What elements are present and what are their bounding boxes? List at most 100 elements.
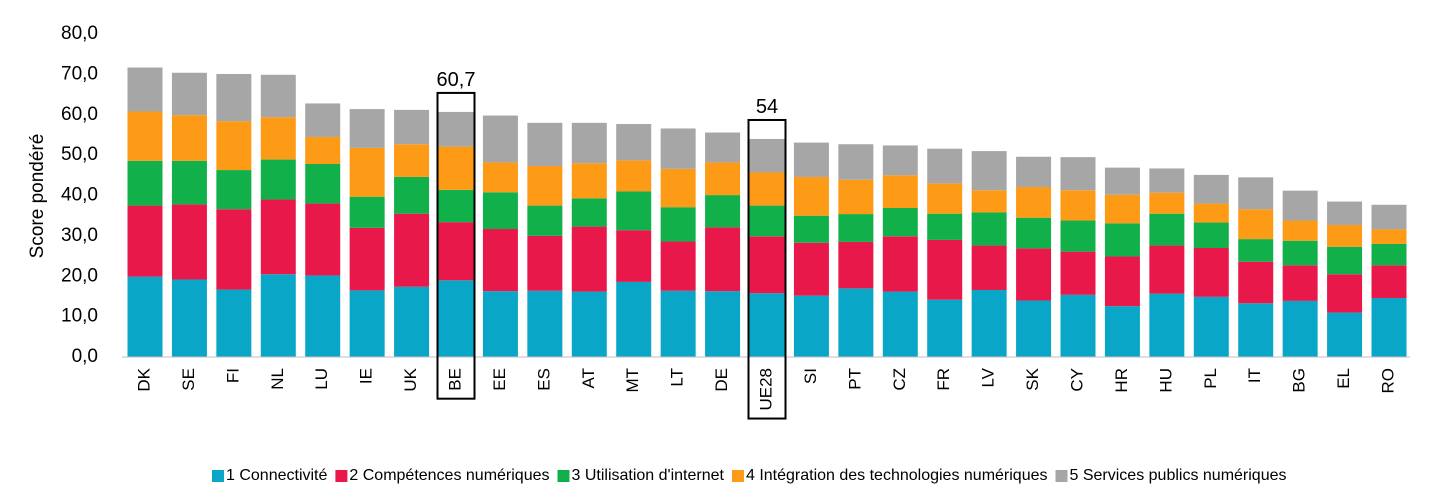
bar-segment (1238, 239, 1274, 262)
x-tick-label: RO (1378, 368, 1397, 394)
legend-swatch (212, 470, 224, 482)
x-tick-label: FI (223, 368, 242, 383)
bar-segment (971, 245, 1007, 290)
bar-segment (305, 136, 341, 165)
bar-segment (927, 183, 963, 214)
x-tick-label: IT (1245, 368, 1264, 383)
bar-segment (1371, 204, 1407, 230)
bar-segment (660, 168, 696, 208)
bar-segment (882, 175, 918, 209)
bar-segment (1060, 157, 1096, 191)
bar-segment (571, 163, 607, 199)
bar-segment (305, 203, 341, 276)
bar-segment (171, 279, 207, 357)
y-tick-label: 80,0 (61, 23, 98, 44)
x-tick-label: SK (1023, 367, 1042, 390)
x-tick-label: CZ (890, 368, 909, 391)
bar-segment (927, 239, 963, 300)
x-tick-label: NL (268, 368, 287, 390)
bar-segment (660, 290, 696, 357)
bar-segment (349, 196, 385, 228)
bar-segment (171, 115, 207, 161)
bar-segment (793, 215, 829, 243)
bar-segment (1149, 293, 1185, 357)
bar-segment (127, 205, 163, 277)
legend-swatch (557, 470, 570, 482)
x-tick-label: HU (1156, 368, 1175, 393)
bar-segment (749, 293, 785, 357)
bar-segment (1327, 201, 1363, 225)
bar-segment (482, 291, 518, 357)
legend-label: 3 Utilisation d'internet (572, 467, 725, 484)
bar-segment (438, 280, 474, 357)
bar-segment (260, 117, 296, 160)
bar-segment (438, 189, 474, 223)
x-tick-label: ES (534, 368, 553, 391)
bar-segment (1104, 194, 1140, 224)
bar-segment (127, 276, 163, 357)
bar-segment (349, 290, 385, 357)
bar-segment (616, 230, 652, 282)
x-tick-label: UE28 (756, 368, 775, 411)
bar-segment (1238, 303, 1274, 357)
bar-segment (793, 295, 829, 357)
bar-segment (1327, 246, 1363, 275)
bar-segment (838, 288, 874, 357)
bar-segment (216, 73, 252, 122)
bar-segment (527, 290, 563, 357)
y-tick-label: 30,0 (61, 225, 98, 246)
bar-segment (216, 289, 252, 357)
bar-segment (216, 209, 252, 290)
x-tick-label: PL (1201, 368, 1220, 389)
annotation: 54 (756, 96, 778, 118)
legend-label: 2 Compétences numériques (349, 467, 549, 484)
legend-swatch (731, 470, 744, 482)
bar-segment (971, 289, 1007, 357)
annotation: 60,7 (437, 69, 476, 91)
bar-segment (394, 109, 430, 145)
x-tick-label: UK (401, 367, 420, 391)
bar-segment (927, 148, 963, 184)
bar-segment (616, 191, 652, 231)
x-tick-label: BE (445, 368, 464, 391)
bar-segment (749, 205, 785, 237)
x-tick-label: SE (179, 368, 198, 391)
bar-segment (527, 122, 563, 167)
bar-segment (1282, 190, 1318, 221)
legend-label: 1 Connectivité (226, 467, 327, 484)
bar-segment (1282, 220, 1318, 241)
bar-segment (1371, 265, 1407, 299)
bar-segment (1238, 209, 1274, 240)
legend-swatch (335, 470, 348, 482)
bar-segment (482, 162, 518, 193)
bar-segment (1371, 229, 1407, 244)
bar-segment (571, 226, 607, 292)
bar-segment (527, 235, 563, 291)
bar-segment (305, 103, 341, 137)
bar-segment (1060, 294, 1096, 357)
y-tick-label: 50,0 (61, 144, 98, 165)
bar-segment (1016, 156, 1052, 188)
bar-segment (349, 227, 385, 291)
x-tick-label: DE (712, 368, 731, 392)
bar-segment (1371, 243, 1407, 266)
bar-segment (527, 166, 563, 206)
bar-segment (1193, 222, 1229, 248)
bar-segment (171, 204, 207, 280)
y-axis-label: Score pondéré (27, 134, 48, 259)
highlight-box (747, 118, 787, 420)
bar-segment (1104, 167, 1140, 195)
bar-segment (216, 170, 252, 210)
x-tick-label: DK (134, 367, 153, 391)
bar-segment (1060, 220, 1096, 252)
bar-segment (305, 275, 341, 357)
bar-segment (1238, 177, 1274, 210)
bar-segment (438, 146, 474, 190)
bar-segment (749, 138, 785, 173)
x-tick-label: PT (845, 368, 864, 390)
bar-segment (482, 229, 518, 292)
bar-segment (1238, 261, 1274, 304)
bar-segment (1149, 192, 1185, 214)
bar-segment (838, 214, 874, 242)
bar-segment (1193, 296, 1229, 357)
